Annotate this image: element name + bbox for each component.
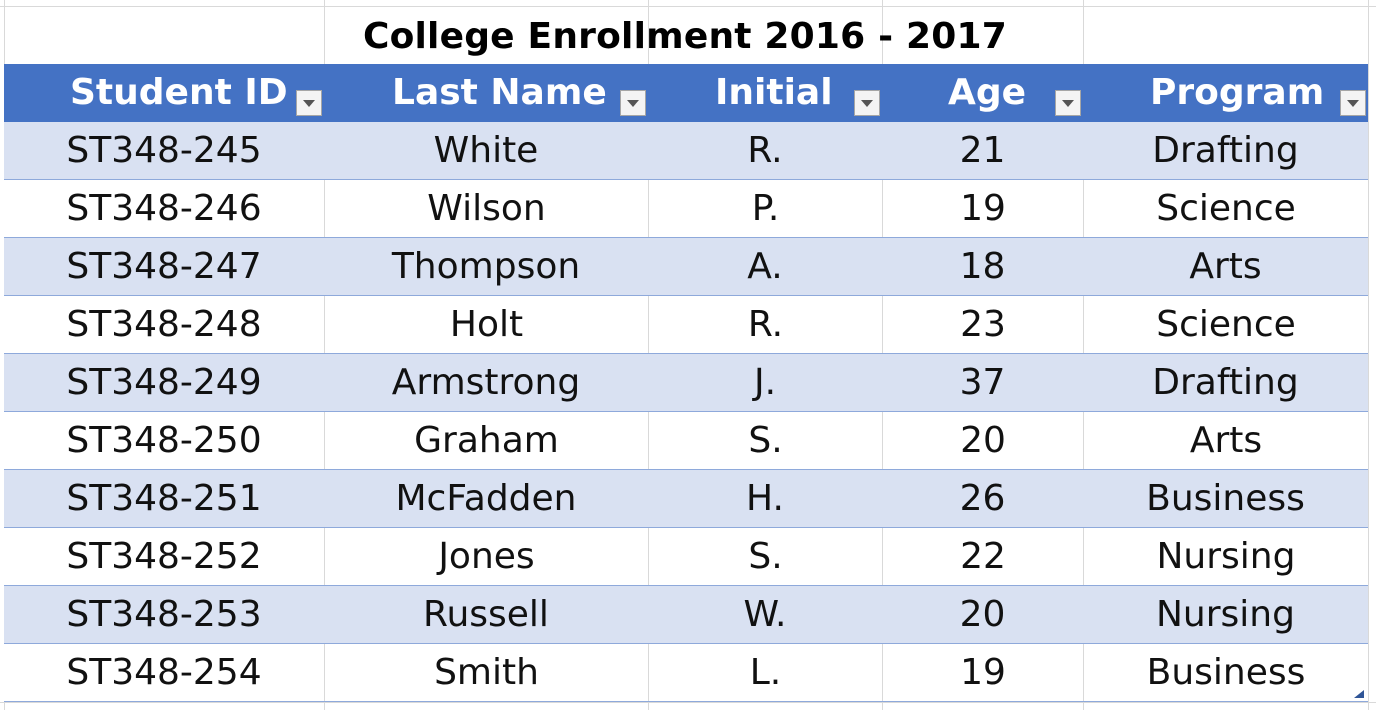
cell-student-id[interactable]: ST348-245 xyxy=(66,130,262,171)
enrollment-table: Student ID Last Name Initial Age Program… xyxy=(4,64,1368,702)
cell-age[interactable]: 19 xyxy=(882,180,1083,237)
filter-dropdown-button[interactable] xyxy=(1340,90,1366,116)
dropdown-arrow-icon xyxy=(303,99,315,107)
cell-student-id[interactable]: ST348-247 xyxy=(66,246,262,287)
cell-student-id[interactable]: ST348-246 xyxy=(66,188,262,229)
cell-last-name[interactable]: McFadden xyxy=(395,478,577,519)
table-row: ST348-250 Graham S. 20 Arts xyxy=(4,412,1368,470)
cell-program[interactable]: Nursing xyxy=(1083,528,1368,585)
cell-program[interactable]: Nursing xyxy=(1156,594,1295,635)
header-label: Age xyxy=(948,72,1027,113)
table-header-row: Student ID Last Name Initial Age Program xyxy=(4,64,1368,122)
table-resize-handle-icon[interactable] xyxy=(1352,688,1364,698)
filter-dropdown-button[interactable] xyxy=(1055,90,1081,116)
cell-age[interactable]: 19 xyxy=(882,644,1083,701)
cell-student-id[interactable]: ST348-252 xyxy=(66,536,262,577)
cell-student-id[interactable]: ST348-250 xyxy=(66,420,262,461)
header-cell-initial[interactable]: Initial xyxy=(648,64,882,121)
grid-row-line xyxy=(0,6,1376,7)
header-label: Last Name xyxy=(392,72,607,113)
cell-initial[interactable]: R. xyxy=(747,130,783,171)
cell-last-name[interactable]: Jones xyxy=(324,528,648,585)
cell-age[interactable]: 20 xyxy=(882,412,1083,469)
sheet-title: College Enrollment 2016 - 2017 xyxy=(362,15,1008,57)
dropdown-arrow-icon xyxy=(627,99,639,107)
cell-initial[interactable]: A. xyxy=(747,246,783,287)
cell-program[interactable]: Arts xyxy=(1189,246,1262,287)
cell-initial[interactable]: S. xyxy=(648,412,882,469)
dropdown-arrow-icon xyxy=(1062,99,1074,107)
table-row: ST348-252 Jones S. 22 Nursing xyxy=(4,528,1368,586)
cell-last-name[interactable]: Russell xyxy=(423,594,549,635)
table-row: ST348-251 McFadden H. 26 Business xyxy=(4,470,1368,528)
cell-age[interactable]: 18 xyxy=(959,246,1006,287)
cell-initial[interactable]: R. xyxy=(648,296,882,353)
cell-program[interactable]: Drafting xyxy=(1152,362,1299,403)
header-cell-student-id[interactable]: Student ID xyxy=(4,64,324,121)
cell-program[interactable]: Science xyxy=(1083,296,1368,353)
table-row: ST348-245 White R. 21 Drafting xyxy=(4,122,1368,180)
cell-student-id[interactable]: ST348-254 xyxy=(66,652,262,693)
header-cell-age[interactable]: Age xyxy=(882,64,1083,121)
cell-age[interactable]: 22 xyxy=(882,528,1083,585)
cell-student-id[interactable]: ST348-251 xyxy=(66,478,262,519)
cell-student-id[interactable]: ST348-249 xyxy=(66,362,262,403)
cell-age[interactable]: 23 xyxy=(882,296,1083,353)
cell-age[interactable]: 37 xyxy=(959,362,1006,403)
header-cell-last-name[interactable]: Last Name xyxy=(324,64,648,121)
cell-initial[interactable]: L. xyxy=(648,644,882,701)
cell-initial[interactable]: W. xyxy=(743,594,787,635)
header-label: Program xyxy=(1150,72,1325,113)
cell-last-name[interactable]: Wilson xyxy=(324,180,648,237)
cell-last-name[interactable]: Armstrong xyxy=(391,362,581,403)
cell-initial[interactable]: P. xyxy=(648,180,882,237)
cell-program[interactable]: Business xyxy=(1083,644,1368,701)
cell-last-name[interactable]: Smith xyxy=(324,644,648,701)
cell-student-id[interactable]: ST348-253 xyxy=(66,594,262,635)
filter-dropdown-button[interactable] xyxy=(296,90,322,116)
cell-age[interactable]: 26 xyxy=(959,478,1006,519)
cell-last-name[interactable]: Thompson xyxy=(391,246,581,287)
cell-last-name[interactable]: Holt xyxy=(324,296,648,353)
table-row: ST348-254 Smith L. 19 Business xyxy=(4,644,1368,702)
cell-student-id[interactable]: ST348-248 xyxy=(66,304,262,345)
header-cell-program[interactable]: Program xyxy=(1083,64,1368,121)
table-row: ST348-247 Thompson A. 18 Arts xyxy=(4,238,1368,296)
grid-row-line xyxy=(0,702,1376,703)
filter-dropdown-button[interactable] xyxy=(854,90,880,116)
table-row: ST348-249 Armstrong J. 37 Drafting xyxy=(4,354,1368,412)
dropdown-arrow-icon xyxy=(1347,99,1359,107)
cell-last-name[interactable]: Graham xyxy=(324,412,648,469)
cell-program[interactable]: Drafting xyxy=(1152,130,1299,171)
cell-initial[interactable]: H. xyxy=(746,478,784,519)
cell-program[interactable]: Business xyxy=(1146,478,1305,519)
dropdown-arrow-icon xyxy=(861,99,873,107)
cell-initial[interactable]: S. xyxy=(648,528,882,585)
cell-age[interactable]: 21 xyxy=(959,130,1006,171)
table-row: ST348-248 Holt R. 23 Science xyxy=(4,296,1368,354)
cell-initial[interactable]: J. xyxy=(753,362,777,403)
grid-column-line xyxy=(1368,0,1369,710)
filter-dropdown-button[interactable] xyxy=(620,90,646,116)
table-row: ST348-246 Wilson P. 19 Science xyxy=(4,180,1368,238)
sheet-title-cell[interactable]: College Enrollment 2016 - 2017 xyxy=(0,8,1370,64)
header-label: Student ID xyxy=(70,72,288,113)
cell-age[interactable]: 20 xyxy=(959,594,1006,635)
cell-program[interactable]: Science xyxy=(1083,180,1368,237)
cell-last-name[interactable]: White xyxy=(433,130,539,171)
cell-program[interactable]: Arts xyxy=(1083,412,1368,469)
table-row: ST348-253 Russell W. 20 Nursing xyxy=(4,586,1368,644)
header-label: Initial xyxy=(715,72,833,113)
